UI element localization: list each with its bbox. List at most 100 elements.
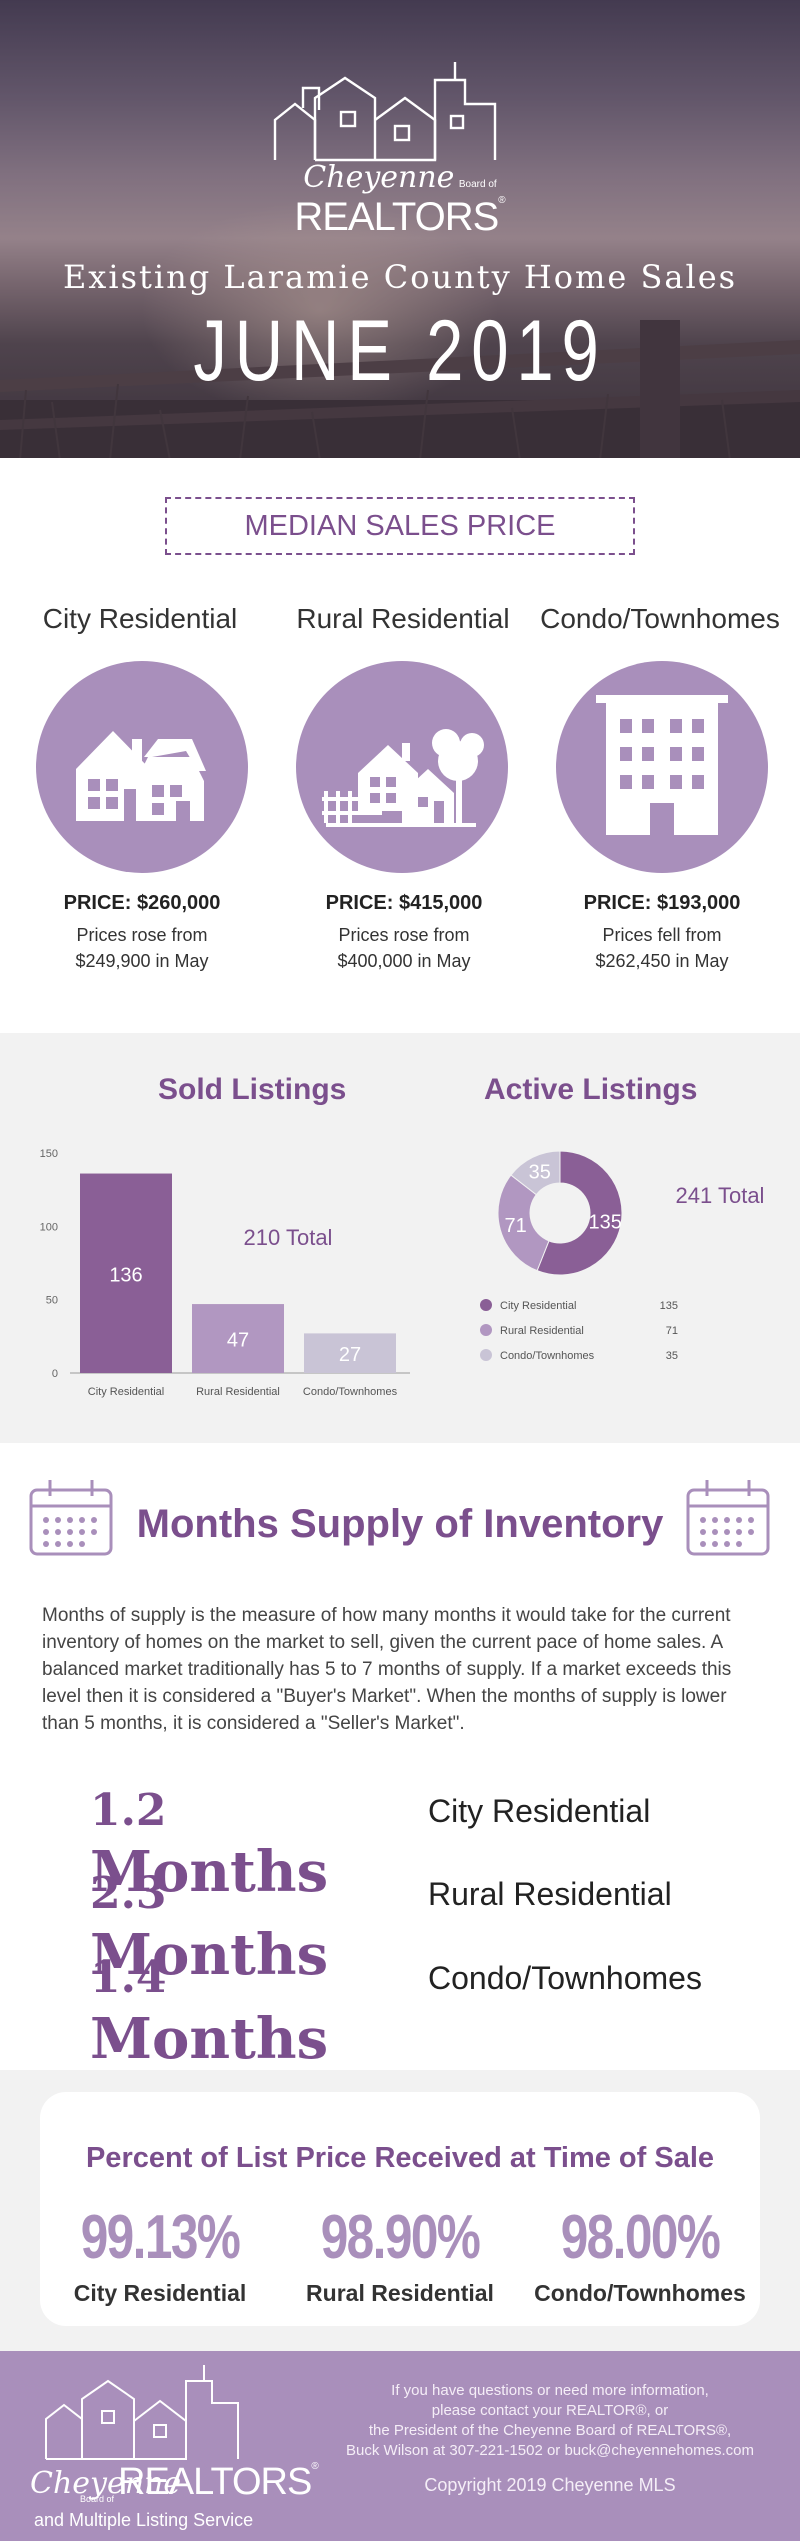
house-outline-logo-icon: [45, 2365, 239, 2460]
footer-info-line: the President of the Cheyenne Board of R…: [368, 2422, 732, 2439]
footer-brand-sub: and Multiple Listing Service: [34, 2510, 254, 2530]
bar-value-label: 136: [109, 1264, 142, 1286]
slice-value-label: 71: [505, 1215, 527, 1237]
brand-reg-mark: ®: [498, 195, 506, 206]
median-price-rural: PRICE: $415,000: [325, 892, 483, 914]
legend-swatch: [480, 1324, 492, 1336]
calendar-icon: [29, 1480, 113, 1556]
median-type-city: City Residential: [42, 603, 238, 634]
footer: Cheyenne Board of REALTORS® and Multiple…: [0, 2351, 800, 2541]
footer-info-line: Buck Wilson at 307-221-1502 or buck@chey…: [346, 2442, 754, 2459]
median-note-line: $249,900 in May: [75, 951, 209, 971]
slice-value-label: 135: [588, 1212, 621, 1234]
median-type-condo: Condo/Townhomes: [540, 603, 780, 634]
bar-2: [192, 1304, 284, 1373]
sold-listings-bar-chart: 0 50 100 150 136 City Residential 47 Rural Resi…: [40, 1148, 410, 1398]
rural-house-icon: [296, 661, 508, 873]
median-price-city: PRICE: $260,000: [63, 892, 221, 914]
active-total-annotation: 241 Total: [676, 1183, 765, 1208]
months-supply-title: Months Supply of Inventory: [136, 1502, 664, 1546]
months-value-rural: 2.3 Months: [90, 1856, 420, 1988]
hero-banner: Cheyenne Board of REALTORS® Existing Lar…: [0, 0, 800, 458]
sold-listings-title: Sold Listings: [158, 1073, 347, 1106]
footer-contact-info: If you have questions or need more infor…: [330, 2381, 770, 2461]
footer-brand-board: Board of: [80, 2494, 115, 2504]
months-value-condo: 1.4 Months: [90, 1940, 420, 2072]
legend-value: 135: [660, 1300, 678, 1312]
months-unit: Months: [90, 2006, 329, 2072]
months-number: 2.3: [90, 1868, 167, 1919]
footer-info-line: If you have questions or need more infor…: [391, 2382, 709, 2399]
months-supply-description: Months of supply is the measure of how m…: [42, 1605, 732, 1734]
legend-label: Condo/Townhomes: [500, 1350, 595, 1362]
percent-label-rural: Rural Residential: [306, 2280, 494, 2306]
brand-board-text: Board of: [458, 179, 497, 190]
footer-info-line: please contact your REALTOR®, or: [431, 2402, 669, 2419]
percent-label-city: City Residential: [73, 2280, 247, 2306]
footer-brand-name-text: REALTORS: [118, 2461, 312, 2503]
building-icon: [556, 661, 768, 873]
footer-logo: Cheyenne Board of REALTORS® and Multiple…: [20, 2361, 319, 2541]
median-note-line: Prices rose from: [338, 925, 470, 945]
legend-value: 71: [666, 1325, 678, 1337]
bar-value-label: 47: [227, 1330, 249, 1352]
months-value-city: 1.2 Months: [90, 1773, 420, 1905]
calendar-icon: [686, 1480, 770, 1556]
fence-illustration: [0, 320, 800, 458]
percent-label-condo: Condo/Townhomes: [534, 2280, 746, 2306]
median-price-condo: PRICE: $193,000: [583, 892, 741, 914]
legend-value: 35: [666, 1350, 678, 1362]
active-listings-title: Active Listings: [484, 1073, 698, 1106]
sold-total-annotation: 210 Total: [244, 1225, 333, 1250]
house-icon: [36, 661, 248, 873]
median-section-title: MEDIAN SALES PRICE: [165, 497, 635, 555]
median-note-city: Prices rose from $249,900 in May: [12, 922, 272, 974]
percent-list-title: Percent of List Price Received at Time o…: [85, 2142, 715, 2174]
y-tick-label: 0: [52, 1368, 58, 1380]
months-label-rural: Rural Residential: [428, 1876, 672, 1912]
y-tick-label: 100: [40, 1221, 58, 1233]
months-unit: Months: [90, 1922, 329, 1988]
slice-value-label: 35: [529, 1162, 551, 1184]
footer-copyright: Copyright 2019 Cheyenne MLS: [424, 2475, 676, 2495]
brand-script-text: Cheyenne: [303, 160, 455, 195]
donut-slice-1: [536, 1150, 623, 1276]
legend-swatch: [480, 1349, 492, 1361]
y-tick-label: 150: [40, 1148, 58, 1160]
percent-list-section: Percent of List Price Received at Time o…: [0, 2070, 800, 2351]
footer-brand-name: REALTORS®: [118, 2461, 319, 2504]
median-note-line: $400,000 in May: [337, 951, 471, 971]
x-tick-label: City Residential: [88, 1386, 164, 1398]
legend-label: City Residential: [500, 1300, 576, 1312]
listings-section: Sold Listings Active Listings 0 50 100 150 1…: [0, 1033, 800, 1443]
x-tick-label: Rural Residential: [196, 1386, 280, 1398]
brand-name-text: REALTORS: [294, 195, 499, 239]
months-label-city: City Residential: [428, 1793, 651, 1829]
footer-brand-script: Cheyenne: [30, 2466, 182, 2501]
bar-1: [80, 1173, 172, 1373]
report-title: Existing Laramie County Home Sales: [62, 258, 738, 296]
median-note-condo: Prices fell from $262,450 in May: [532, 922, 792, 974]
bar-3: [304, 1333, 396, 1373]
median-note-line: Prices rose from: [76, 925, 208, 945]
footer-brand-reg: ®: [311, 2461, 318, 2472]
house-outline-logo-icon: [273, 62, 497, 162]
percent-value-city: 99.13%: [80, 2203, 241, 2272]
median-note-line: $262,450 in May: [595, 951, 729, 971]
y-tick-label: 50: [46, 1295, 58, 1307]
months-number: 1.4: [90, 1952, 167, 2003]
median-note-rural: Prices rose from $400,000 in May: [274, 922, 534, 974]
percent-value-rural: 98.90%: [320, 2203, 481, 2272]
report-period: JUNE 2019: [193, 303, 607, 399]
cheyenne-realtors-logo: Cheyenne Board of REALTORS®: [255, 60, 545, 239]
donut-slice-3: [510, 1150, 561, 1196]
legend-label: Rural Residential: [500, 1325, 584, 1337]
months-label-condo: Condo/Townhomes: [428, 1960, 702, 1996]
percent-value-condo: 98.00%: [560, 2203, 721, 2272]
x-tick-label: Condo/Townhomes: [303, 1386, 398, 1398]
bar-value-label: 27: [339, 1344, 361, 1366]
active-listings-donut-chart: 135 71 35 241 Total City Residential 135 Rural…: [480, 1150, 765, 1362]
median-type-rural: Rural Residential: [296, 603, 510, 634]
donut-slice-2: [497, 1174, 550, 1272]
